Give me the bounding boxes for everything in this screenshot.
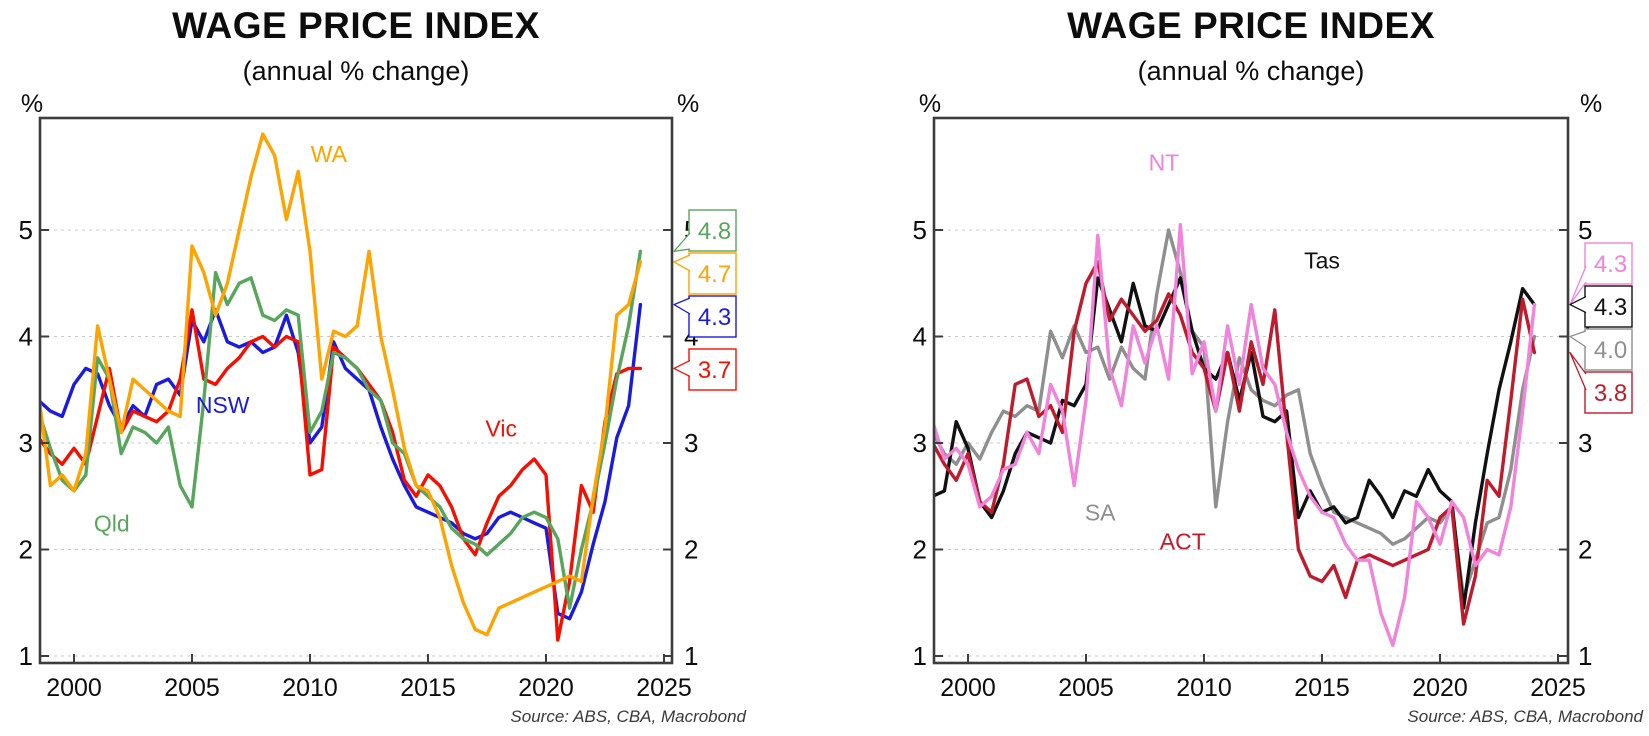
chart-title: WAGE PRICE INDEX	[172, 5, 540, 46]
right-chart: WAGE PRICE INDEX (annual % change) % % 1…	[913, 5, 1644, 726]
x-axis-label-2010: 2010	[1176, 674, 1232, 702]
end-value-callout-vic: 3.7	[673, 348, 737, 391]
series-lines	[40, 132, 643, 642]
callout-pointer	[673, 254, 691, 272]
series-line-wa	[40, 132, 643, 637]
series-line-qld	[40, 249, 643, 610]
x-axis-label-2025: 2025	[1530, 674, 1586, 702]
series-label-vic: Vic	[485, 416, 517, 442]
x-axis-label-2025: 2025	[636, 674, 692, 702]
callout-value: 4.7	[698, 261, 731, 288]
y-axis-label-right-2: 2	[1578, 535, 1592, 565]
callout-pointer	[673, 297, 691, 315]
plot-area: 1122334455200020052010201520202025NTTasS…	[913, 116, 1633, 702]
callout-value: 4.0	[1594, 337, 1627, 364]
y-axis-unit-left: %	[919, 90, 941, 118]
y-axis-label-left-3: 3	[913, 428, 927, 458]
y-axis-label-left-4: 4	[913, 322, 927, 352]
callout-box	[688, 252, 737, 295]
y-axis-label-left-4: 4	[19, 322, 33, 352]
left-chart: WAGE PRICE INDEX (annual % change) % % 1…	[19, 5, 747, 726]
callout-value: 3.7	[698, 357, 731, 384]
callout-box	[1584, 242, 1633, 285]
y-axis-label-right-3: 3	[684, 428, 698, 458]
series-label-tas: Tas	[1304, 247, 1340, 273]
x-axis-label-2000: 2000	[940, 674, 996, 702]
y-axis-unit-right: %	[1580, 90, 1602, 118]
x-axis-label-2020: 2020	[518, 674, 574, 702]
end-value-callout-tas: 4.3	[1569, 285, 1633, 328]
x-axis-label-2015: 2015	[1294, 674, 1350, 702]
series-label-sa: SA	[1085, 500, 1116, 526]
callout-value: 4.3	[1594, 251, 1627, 278]
y-axis-label-right-3: 3	[1578, 428, 1592, 458]
series-label-nsw: NSW	[196, 392, 250, 418]
y-axis-label-left-5: 5	[19, 215, 33, 245]
callout-pointer	[1569, 330, 1587, 348]
y-axis-label-left-3: 3	[19, 428, 33, 458]
x-axis-label-2005: 2005	[164, 674, 220, 702]
plot-border	[38, 116, 674, 665]
y-axis-label-right-1: 1	[684, 641, 698, 671]
y-axis-label-left-1: 1	[19, 641, 33, 671]
end-value-callout-wa: 4.7	[673, 252, 737, 295]
chart-subtitle: (annual % change)	[1138, 56, 1365, 86]
y-axis-label-left-2: 2	[913, 535, 927, 565]
y-axis-unit-right: %	[677, 90, 699, 118]
series-label-wa: WA	[311, 141, 348, 167]
y-axis-label-right-1: 1	[1578, 641, 1592, 671]
series-line-sa	[934, 228, 1537, 600]
x-axis-label-2000: 2000	[46, 674, 102, 702]
x-axis-label-2005: 2005	[1058, 674, 1114, 702]
callout-box	[688, 348, 737, 391]
callout-box	[688, 295, 737, 338]
callout-pointer	[673, 232, 691, 252]
plot-area: 1122334455200020052010201520202025QldNSW…	[19, 116, 737, 702]
series-label-nt: NT	[1149, 149, 1180, 175]
callout-value: 4.8	[698, 218, 731, 245]
callout-box	[1584, 328, 1633, 371]
chart-title: WAGE PRICE INDEX	[1067, 5, 1435, 46]
callout-pointer	[1569, 296, 1587, 314]
callout-value: 3.8	[1594, 380, 1627, 407]
y-axis-label-left-5: 5	[913, 215, 927, 245]
y-axis-label-left-1: 1	[913, 641, 927, 671]
end-value-callout-sa: 4.0	[1569, 328, 1633, 371]
series-line-vic	[40, 308, 643, 642]
callout-value: 4.3	[698, 304, 731, 331]
series-line-nt	[934, 222, 1537, 647]
callout-value: 4.3	[1594, 294, 1627, 321]
series-lines	[934, 222, 1537, 647]
chart-subtitle: (annual % change)	[243, 56, 470, 86]
end-value-callout-act: 3.8	[1569, 351, 1633, 414]
y-axis-label-right-2: 2	[684, 535, 698, 565]
end-value-callout-nsw: 4.3	[673, 295, 737, 338]
end-value-callout-nt: 4.3	[1569, 242, 1633, 306]
y-axis-label-right-5: 5	[1578, 215, 1592, 245]
source-note: Source: ABS, CBA, Macrobond	[510, 707, 746, 726]
series-label-act: ACT	[1160, 529, 1206, 555]
end-value-callout-qld: 4.8	[673, 209, 737, 252]
source-note: Source: ABS, CBA, Macrobond	[1407, 707, 1643, 726]
callout-box	[688, 209, 737, 252]
x-axis-label-2020: 2020	[1412, 674, 1468, 702]
y-axis-label-left-2: 2	[19, 535, 33, 565]
series-label-qld: Qld	[94, 510, 130, 536]
callout-box	[1584, 371, 1633, 414]
callout-pointer	[1569, 351, 1587, 391]
plot-border	[932, 116, 1570, 665]
y-axis-unit-left: %	[21, 90, 43, 118]
callout-pointer	[673, 359, 691, 377]
x-axis-label-2015: 2015	[400, 674, 456, 702]
x-axis-label-2010: 2010	[282, 674, 338, 702]
